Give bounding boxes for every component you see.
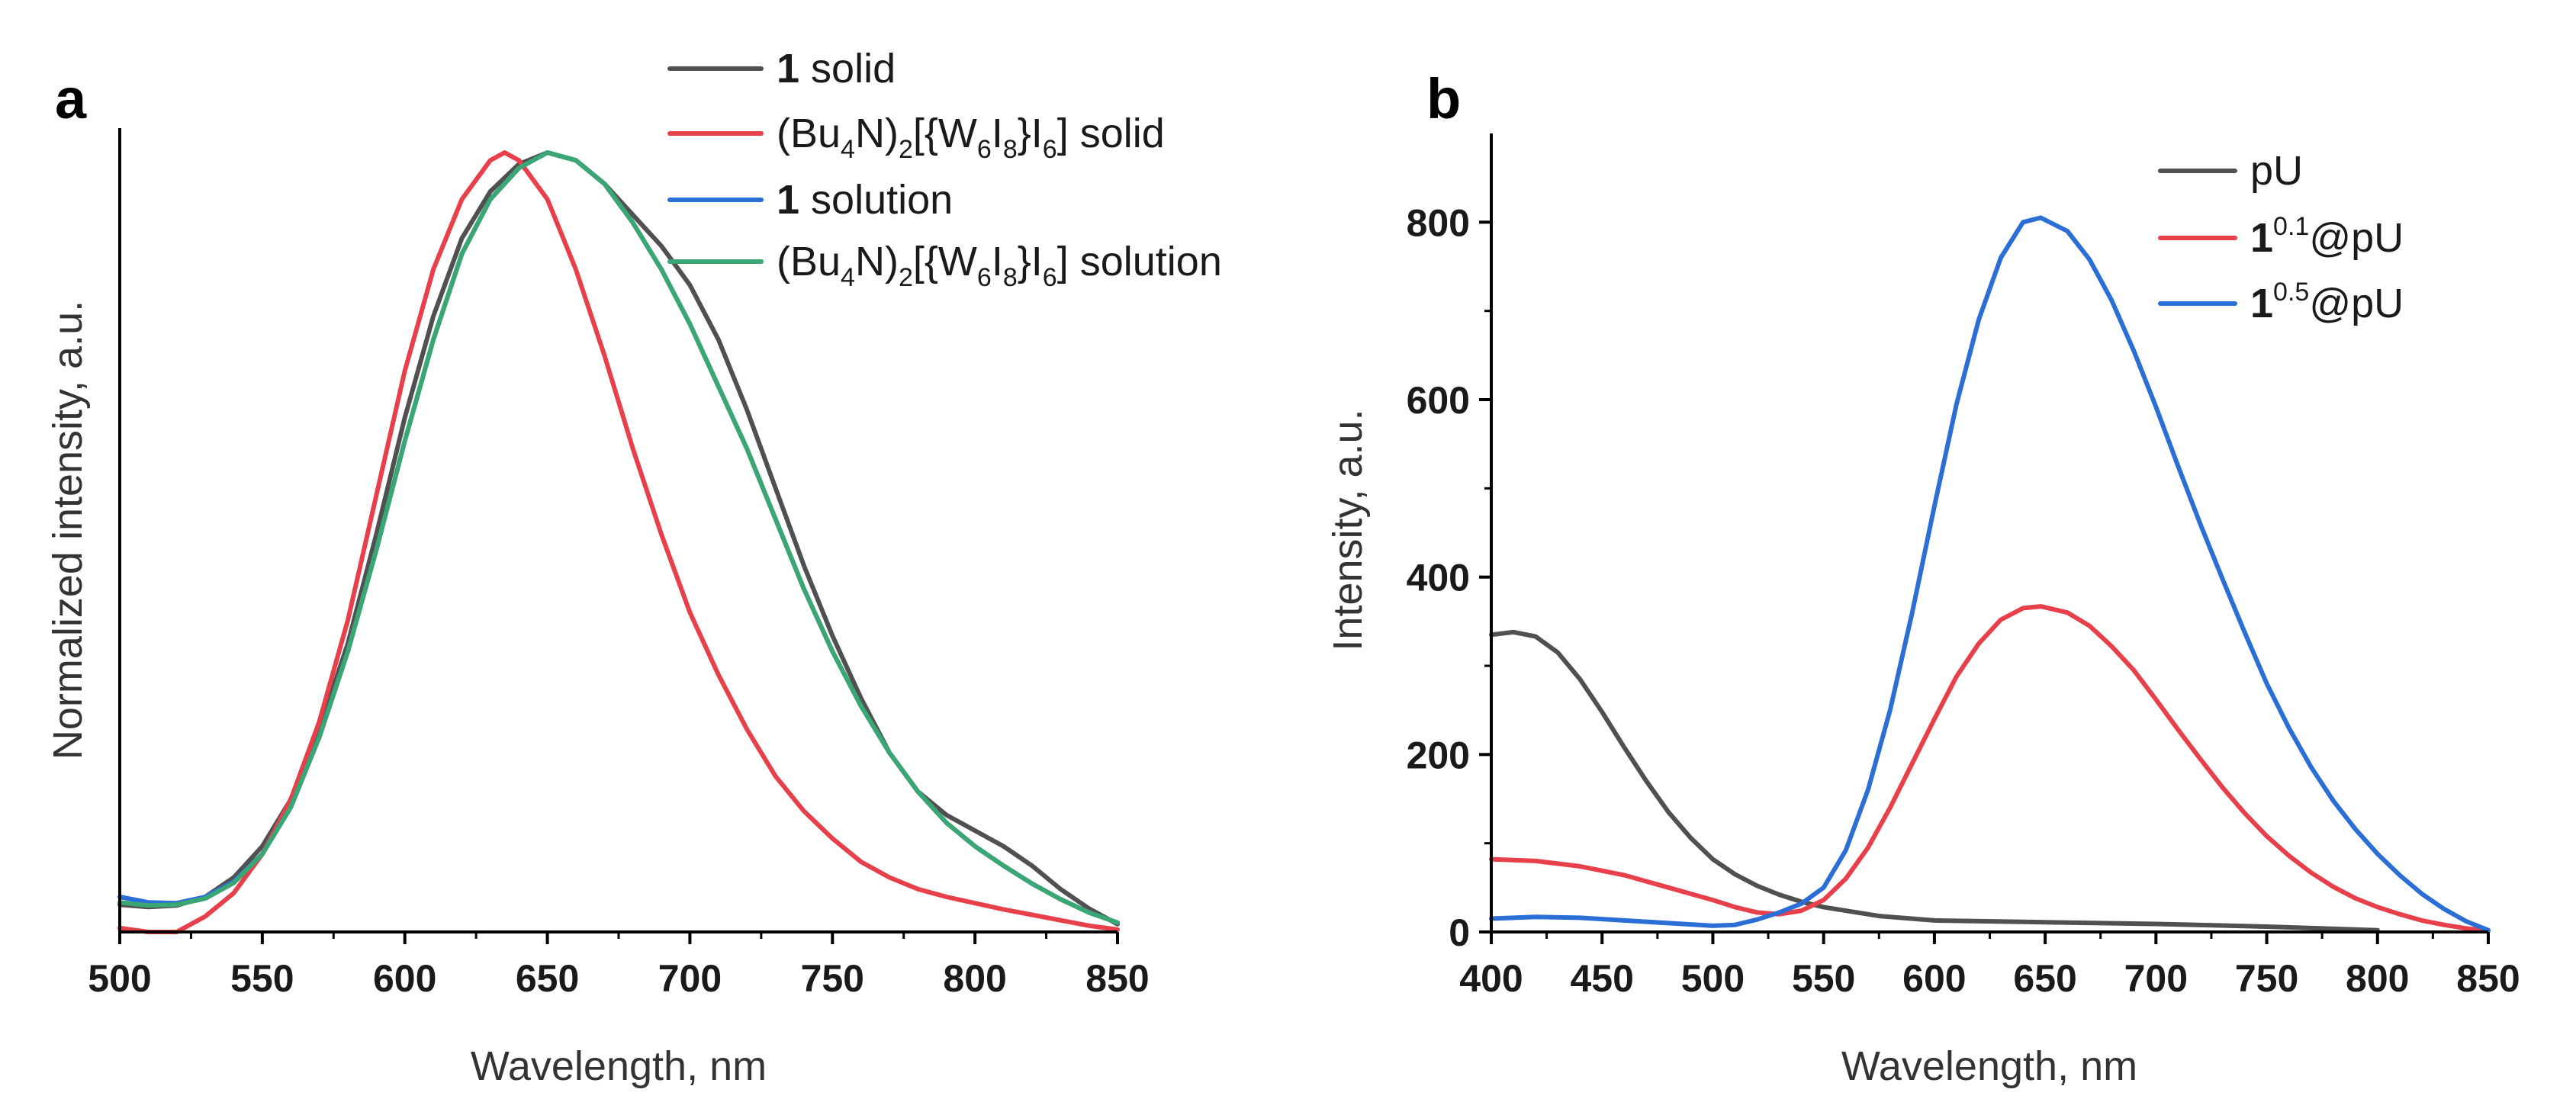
panel-a-y-axis-title: Normalized intensity, a.u.: [45, 300, 91, 760]
x-tick-label-a-550: 550: [230, 957, 294, 1000]
x-tick-label-a-850: 850: [1085, 957, 1149, 1000]
panel-b-legend: pU 10.1@pU 10.5@pU: [2158, 148, 2404, 326]
x-tick-label-a-650: 650: [516, 957, 579, 1000]
y-tick-label-b-200: 200: [1407, 734, 1470, 776]
y-tick-label-b-600: 600: [1407, 379, 1470, 422]
y-tick-label-b-0: 0: [1449, 911, 1470, 954]
y-tick-label-b-800: 800: [1407, 201, 1470, 244]
series-line-b-3: [1489, 215, 2491, 933]
legend-a-label-1-solid: 1 solid: [777, 46, 896, 92]
x-tick-label-b-750: 750: [2235, 957, 2298, 1000]
panel-b-y-axis-title: Intensity, a.u.: [1325, 409, 1371, 651]
panel-a-x-axis-title: Wavelength, nm: [471, 1043, 767, 1089]
panel-b: b 400 450 500 550 600 650 700 750 800 850 0 200 400…: [1325, 67, 2520, 1089]
series-line-b-1: [1489, 629, 2380, 933]
panel-a: a 500 550 600 650 700 750 800 850 Wavelength, n…: [45, 46, 1222, 1089]
x-tick-label-b-800: 800: [2346, 957, 2409, 1000]
x-tick-label-a-750: 750: [801, 957, 864, 1000]
panel-a-label: a: [55, 67, 87, 130]
legend-a-label-w6i8-solid: (Bu4N)2[{W6I8}I6] solid: [777, 111, 1165, 164]
legend-a-label-w6i8-solution: (Bu4N)2[{W6I8}I6] solution: [777, 239, 1222, 292]
panel-a-x-ticks: 500 550 600 650 700 750 800 850: [88, 932, 1150, 1000]
series-line-a-4: [117, 150, 1120, 925]
panel-a-legend: 1 solid (Bu4N)2[{W6I8}I6] solid 1 soluti…: [667, 46, 1222, 292]
x-tick-label-b-450: 450: [1571, 957, 1634, 1000]
x-tick-label-a-800: 800: [943, 957, 1006, 1000]
legend-b-label-1-0.5-pu: 10.5@pU: [2250, 278, 2404, 326]
panel-b-y-ticks: 0 200 400 600 800: [1407, 201, 1491, 954]
panel-b-x-axis-title: Wavelength, nm: [1841, 1043, 2137, 1089]
series-line-b-2: [1489, 604, 2491, 933]
panel-b-label: b: [1426, 67, 1461, 130]
panel-b-curves: [1489, 215, 2491, 933]
x-tick-label-b-550: 550: [1792, 957, 1855, 1000]
x-tick-label-b-700: 700: [2124, 957, 2188, 1000]
series-line-a-2: [117, 150, 1120, 934]
x-tick-label-a-500: 500: [88, 957, 151, 1000]
x-tick-label-a-700: 700: [658, 957, 722, 1000]
legend-a-label-1-solution: 1 solution: [777, 177, 953, 223]
legend-b-label-pu: pU: [2250, 148, 2303, 194]
y-tick-label-b-400: 400: [1407, 557, 1470, 599]
panel-a-curves: [117, 150, 1120, 934]
x-tick-label-b-850: 850: [2456, 957, 2520, 1000]
x-tick-label-b-650: 650: [2013, 957, 2076, 1000]
x-tick-label-b-400: 400: [1459, 957, 1523, 1000]
x-tick-label-b-500: 500: [1681, 957, 1745, 1000]
panel-b-x-ticks: 400 450 500 550 600 650 700 750 800 850: [1459, 932, 2520, 1000]
legend-b-label-1-0.1-pu: 10.1@pU: [2250, 212, 2404, 261]
x-tick-label-b-600: 600: [1902, 957, 1966, 1000]
x-tick-label-a-600: 600: [373, 957, 436, 1000]
